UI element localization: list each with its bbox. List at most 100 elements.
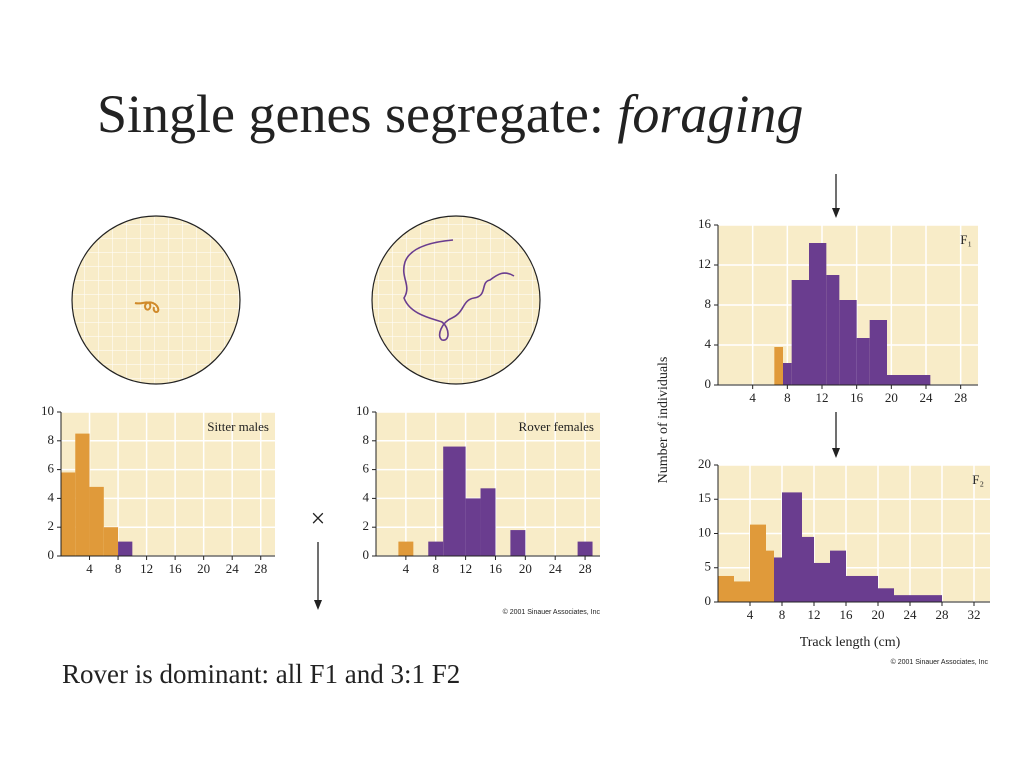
bar: [814, 562, 830, 602]
title-italic: foraging: [617, 84, 803, 144]
bar: [802, 536, 814, 602]
y-tick-label: 0: [705, 593, 712, 608]
bar: [782, 492, 802, 602]
x-tick-label: 12: [459, 561, 472, 576]
petri-dish-rover: [371, 215, 541, 385]
arrows: [314, 174, 840, 610]
bar: [846, 575, 878, 602]
x-tick-label: 28: [579, 561, 592, 576]
y-tick-label: 10: [41, 403, 54, 418]
y-tick-label: 8: [48, 432, 55, 447]
x-tick-label: 4: [403, 561, 410, 576]
bar: [75, 433, 90, 556]
bar: [783, 363, 792, 385]
copyright: © 2001 Sinauer Associates, Inc: [891, 658, 989, 666]
panel-label: Rover females: [519, 419, 594, 434]
bar: [61, 472, 76, 556]
bar: [839, 300, 857, 385]
x-tick-label: 28: [954, 390, 967, 405]
x-tick-label: 12: [808, 607, 821, 622]
x-tick-label: 24: [226, 561, 240, 576]
bar: [894, 595, 942, 602]
bar: [89, 486, 104, 556]
x-axis-label: Track length (cm): [800, 635, 901, 650]
panel-label: Sitter males: [207, 419, 269, 434]
x-tick-label: 12: [140, 561, 153, 576]
bar: [774, 557, 782, 602]
x-tick-label: 28: [254, 561, 267, 576]
bar: [428, 541, 444, 556]
x-tick-label: 24: [920, 390, 934, 405]
x-tick-label: 20: [885, 390, 898, 405]
x-tick-label: 16: [850, 390, 864, 405]
x-tick-label: 8: [432, 561, 439, 576]
bar: [465, 498, 481, 556]
x-tick-label: 24: [904, 607, 918, 622]
y-tick-label: 15: [698, 490, 711, 505]
bar: [830, 550, 846, 602]
copyright: © 2001 Sinauer Associates, Inc: [503, 608, 601, 616]
x-tick-label: 4: [747, 607, 754, 622]
bar: [887, 375, 931, 385]
y-tick-label: 12: [698, 256, 711, 271]
bar: [443, 446, 466, 556]
x-tick-label: 4: [86, 561, 93, 576]
bar: [809, 243, 827, 385]
bar: [750, 524, 766, 602]
bar: [510, 530, 526, 556]
bar: [856, 338, 870, 385]
x-tick-label: 20: [872, 607, 885, 622]
y-tick-label: 4: [48, 489, 55, 504]
petri-dish-sitter: [71, 215, 241, 385]
bar: [869, 320, 887, 385]
x-tick-label: 16: [169, 561, 183, 576]
x-tick-label: 12: [816, 390, 829, 405]
bar: [398, 541, 414, 556]
bar: [103, 527, 119, 556]
bar: [878, 588, 894, 602]
y-tick-label: 0: [705, 376, 712, 391]
cross-symbol: ×: [311, 504, 326, 533]
x-tick-label: 20: [519, 561, 532, 576]
bar: [826, 275, 840, 385]
x-tick-label: 4: [749, 390, 756, 405]
bar: [118, 541, 133, 556]
y-tick-label: 4: [363, 489, 370, 504]
y-tick-label: 6: [48, 461, 55, 476]
y-tick-label: 0: [363, 547, 370, 562]
x-tick-label: 8: [784, 390, 791, 405]
y-tick-label: 8: [705, 296, 712, 311]
title-text: Single genes segregate:: [97, 84, 617, 144]
y-tick-label: 8: [363, 432, 370, 447]
bar: [718, 575, 734, 602]
y-tick-label: 6: [363, 461, 370, 476]
x-tick-label: 8: [115, 561, 122, 576]
x-tick-label: 16: [489, 561, 503, 576]
y-tick-label: 2: [48, 518, 55, 533]
panel-label: F₂: [972, 472, 984, 487]
caption: Rover is dominant: all F1 and 3:1 F2: [62, 659, 460, 689]
bar: [766, 550, 774, 602]
y-tick-label: 16: [698, 216, 712, 231]
y-tick-label: 5: [705, 559, 712, 574]
x-tick-label: 28: [936, 607, 949, 622]
y-axis-label: Number of individuals: [656, 357, 671, 484]
x-tick-label: 16: [840, 607, 854, 622]
bar: [577, 541, 593, 556]
y-tick-label: 4: [705, 336, 712, 351]
bar: [734, 581, 750, 602]
panel-label: F₁: [960, 232, 972, 247]
x-tick-label: 20: [197, 561, 210, 576]
slide-title: Single genes segregate: foraging: [97, 84, 803, 144]
y-tick-label: 20: [698, 456, 711, 471]
y-tick-label: 0: [48, 547, 55, 562]
y-tick-label: 10: [698, 524, 711, 539]
bar: [774, 347, 783, 385]
x-tick-label: 24: [549, 561, 563, 576]
y-tick-label: 10: [356, 403, 369, 418]
bar: [480, 488, 496, 556]
bar: [791, 280, 809, 385]
x-tick-label: 32: [968, 607, 981, 622]
x-tick-label: 8: [779, 607, 786, 622]
